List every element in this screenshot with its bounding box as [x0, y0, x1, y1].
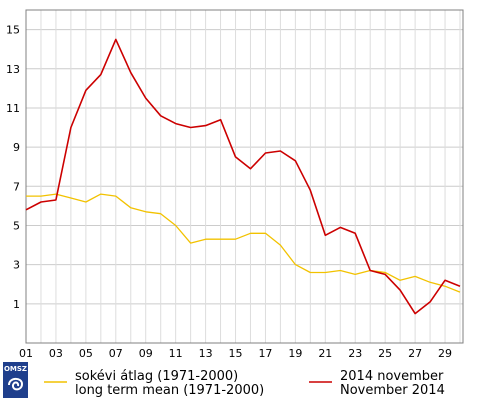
x-grid-lines	[25, 10, 461, 343]
x-tick-label: 25	[378, 347, 392, 360]
y-grid-lines	[26, 29, 463, 305]
x-tick-label: 27	[408, 347, 422, 360]
x-tick-labels: 01 03 05 07 09 11 13 15 17 19 21 23 25 27 29	[19, 347, 452, 360]
x-tick-label: 21	[318, 347, 332, 360]
series-line-long-term-mean	[26, 193, 461, 293]
legend-label-2014-en: November 2014	[340, 383, 445, 398]
x-tick-label: 15	[229, 347, 243, 360]
legend: sokévi átlag (1971-2000) long term mean …	[44, 369, 445, 398]
series-line-2014-november	[25, 38, 461, 315]
y-tick-label: 15	[6, 24, 20, 37]
y-tick-label: 7	[13, 180, 20, 193]
legend-label-mean-hu: sokévi átlag (1971-2000)	[75, 369, 238, 384]
x-tick-label: 05	[79, 347, 93, 360]
x-tick-label: 13	[199, 347, 213, 360]
y-tick-label: 9	[13, 141, 20, 154]
x-tick-label: 01	[19, 347, 33, 360]
x-tick-label: 09	[139, 347, 153, 360]
logo-swirl-icon	[8, 377, 24, 391]
logo-background	[3, 362, 28, 398]
omsz-logo: OMSZ	[3, 362, 28, 398]
x-tick-label: 03	[49, 347, 63, 360]
x-tick-label: 11	[169, 347, 183, 360]
series-lines	[25, 38, 461, 315]
x-tick-label: 07	[109, 347, 123, 360]
logo-text: OMSZ	[4, 365, 27, 373]
plot-frame	[25, 9, 464, 344]
x-tick-label: 17	[258, 347, 272, 360]
legend-label-mean-en: long term mean (1971-2000)	[75, 383, 264, 398]
x-tick-label: 29	[438, 347, 452, 360]
y-tick-label: 11	[6, 102, 20, 115]
y-tick-label: 3	[13, 259, 20, 272]
x-tick-label: 19	[288, 347, 302, 360]
y-tick-label: 1	[13, 298, 20, 311]
x-tick-label: 23	[348, 347, 362, 360]
y-tick-label: 5	[13, 219, 20, 232]
y-tick-label: 13	[6, 63, 20, 76]
legend-label-2014-hu: 2014 november	[340, 369, 444, 384]
